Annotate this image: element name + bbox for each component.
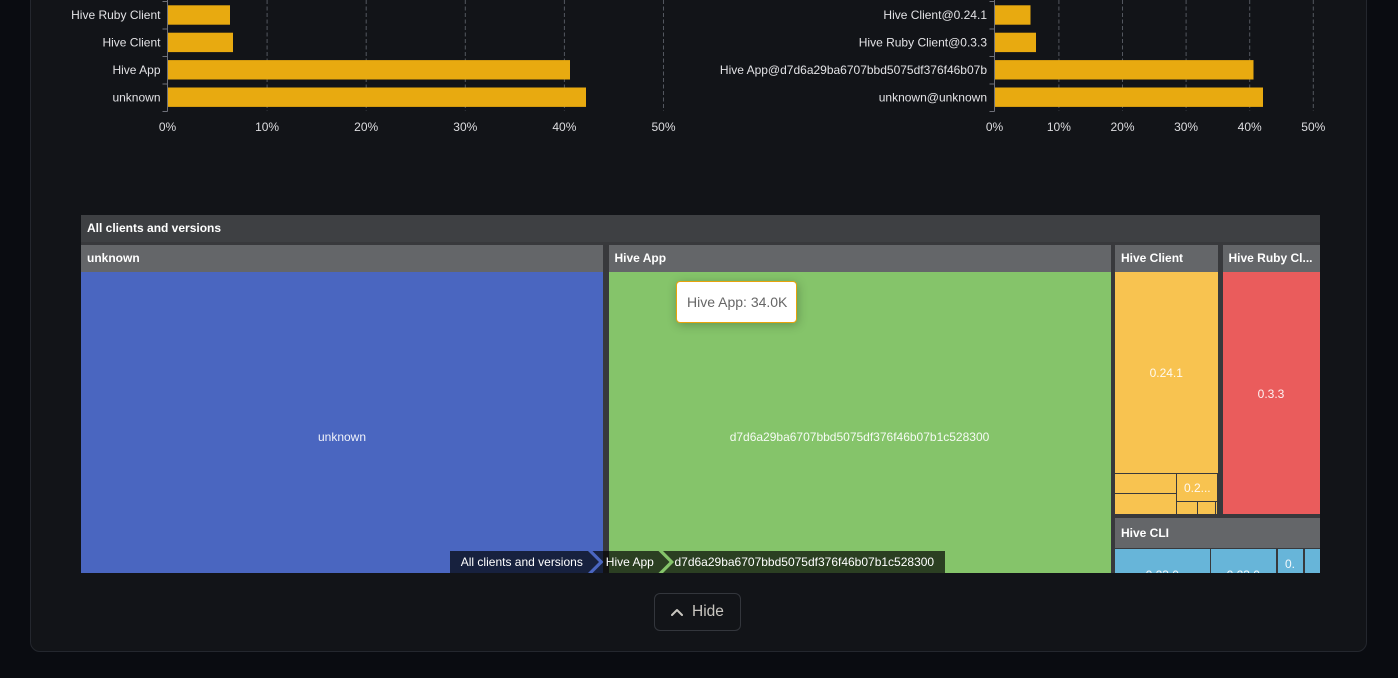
svg-text:20%: 20%	[1110, 120, 1134, 134]
svg-text:Hive App: Hive App	[606, 555, 654, 569]
svg-text:50%: 50%	[1301, 120, 1325, 134]
svg-text:unknown@unknown: unknown@unknown	[879, 90, 987, 104]
svg-text:0%: 0%	[986, 120, 1004, 134]
svg-text:40%: 40%	[552, 120, 576, 134]
svg-text:30%: 30%	[453, 120, 477, 134]
svg-text:50%: 50%	[651, 120, 675, 134]
svg-text:Hive Ruby Client: Hive Ruby Client	[71, 8, 161, 22]
svg-text:10%: 10%	[1047, 120, 1071, 134]
svg-text:Hive Client: Hive Client	[102, 36, 161, 50]
svg-text:unknown: unknown	[112, 90, 160, 104]
svg-text:30%: 30%	[1174, 120, 1198, 134]
svg-text:Hive Ruby Client@0.3.3: Hive Ruby Client@0.3.3	[859, 36, 988, 50]
svg-text:10%: 10%	[255, 120, 279, 134]
svg-text:40%: 40%	[1238, 120, 1262, 134]
svg-text:Hive App@d7d6a29ba6707bbd5075d: Hive App@d7d6a29ba6707bbd5075df376f46b07…	[720, 63, 987, 77]
svg-text:Hive Client@0.24.1: Hive Client@0.24.1	[883, 8, 987, 22]
svg-text:20%: 20%	[354, 120, 378, 134]
svg-text:Hive App: Hive App	[112, 63, 160, 77]
svg-text:d7d6a29ba6707bbd5075df376f46b0: d7d6a29ba6707bbd5075df376f46b07b1c528300	[674, 555, 934, 569]
svg-text:All clients and versions: All clients and versions	[461, 555, 583, 569]
svg-text:0%: 0%	[159, 120, 177, 134]
